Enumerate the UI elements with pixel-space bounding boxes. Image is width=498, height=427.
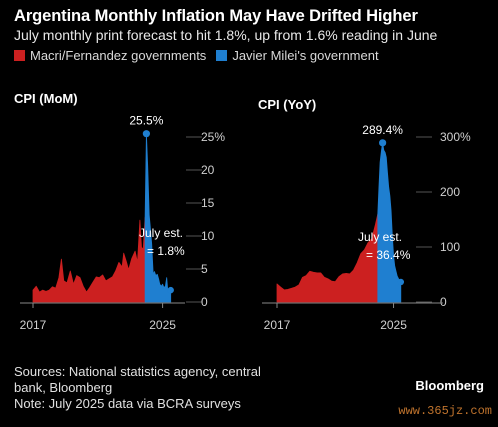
peak-marker-yoy xyxy=(379,139,387,147)
chart-subtitle: July monthly print forecast to hit 1.8%,… xyxy=(14,27,438,43)
panel-title-mom: CPI (MoM) xyxy=(14,91,78,106)
sources-note: Sources: National statistics agency, cen… xyxy=(14,364,261,412)
watermark: www.365jz.com xyxy=(398,404,492,418)
peak-marker-mom xyxy=(142,130,151,138)
estimate-value-yoy: = 36.4% xyxy=(366,248,411,262)
peak-label-mom: 25.5% xyxy=(129,114,163,128)
estimate-label-yoy: July est. xyxy=(358,230,402,244)
estimate-marker-mom xyxy=(167,286,174,294)
peak-label-yoy: 289.4% xyxy=(362,123,403,137)
data-note: Note: July 2025 data via BCRA surveys xyxy=(14,396,241,411)
area-series-mom-macri-fernandez xyxy=(32,217,146,303)
sources-line-1: Sources: National statistics agency, cen… xyxy=(14,364,261,379)
x-tick-label-mom: 2017 xyxy=(20,318,47,332)
legend: Macri/Fernandez governments Javier Milei… xyxy=(14,48,389,63)
y-tick-label-mom: 20 xyxy=(201,163,215,177)
estimate-label-mom: July est. xyxy=(139,226,183,240)
y-tick-label-yoy: 100 xyxy=(440,240,460,254)
y-tick-label-mom: 15 xyxy=(201,196,215,210)
area-series-yoy-macri-fernandez xyxy=(276,213,379,303)
legend-swatch-blue xyxy=(216,50,228,61)
sources-line-2: bank, Bloomberg xyxy=(14,380,113,395)
estimate-value-mom: = 1.8% xyxy=(147,244,185,258)
y-tick-label-mom: 10 xyxy=(201,229,215,243)
chart-title: Argentina Monthly Inflation May Have Dri… xyxy=(14,7,418,25)
legend-label: Javier Milei's government xyxy=(232,48,379,63)
x-tick-label-yoy: 2025 xyxy=(380,318,407,332)
y-tick-label-yoy: 300% xyxy=(440,130,471,144)
legend-swatch-red xyxy=(14,50,25,61)
estimate-marker-yoy xyxy=(397,278,405,286)
legend-item-milei: Javier Milei's government xyxy=(216,48,379,63)
panel-title-yoy: CPI (YoY) xyxy=(258,97,317,112)
bloomberg-logo: Bloomberg xyxy=(415,378,484,393)
y-tick-label-mom: 0 xyxy=(201,295,208,309)
x-tick-label-mom: 2025 xyxy=(149,318,176,332)
area-series-mom-milei xyxy=(144,133,172,303)
area-series-yoy-milei xyxy=(377,142,402,303)
x-tick-label-yoy: 2017 xyxy=(264,318,291,332)
y-tick-label-yoy: 200 xyxy=(440,185,460,199)
legend-label: Macri/Fernandez governments xyxy=(30,48,207,63)
y-tick-label-mom: 5 xyxy=(201,262,208,276)
y-tick-label-yoy: 0 xyxy=(440,295,447,309)
y-tick-label-mom: 25% xyxy=(201,130,225,144)
legend-item-macri-fernandez: Macri/Fernandez governments xyxy=(14,48,206,63)
